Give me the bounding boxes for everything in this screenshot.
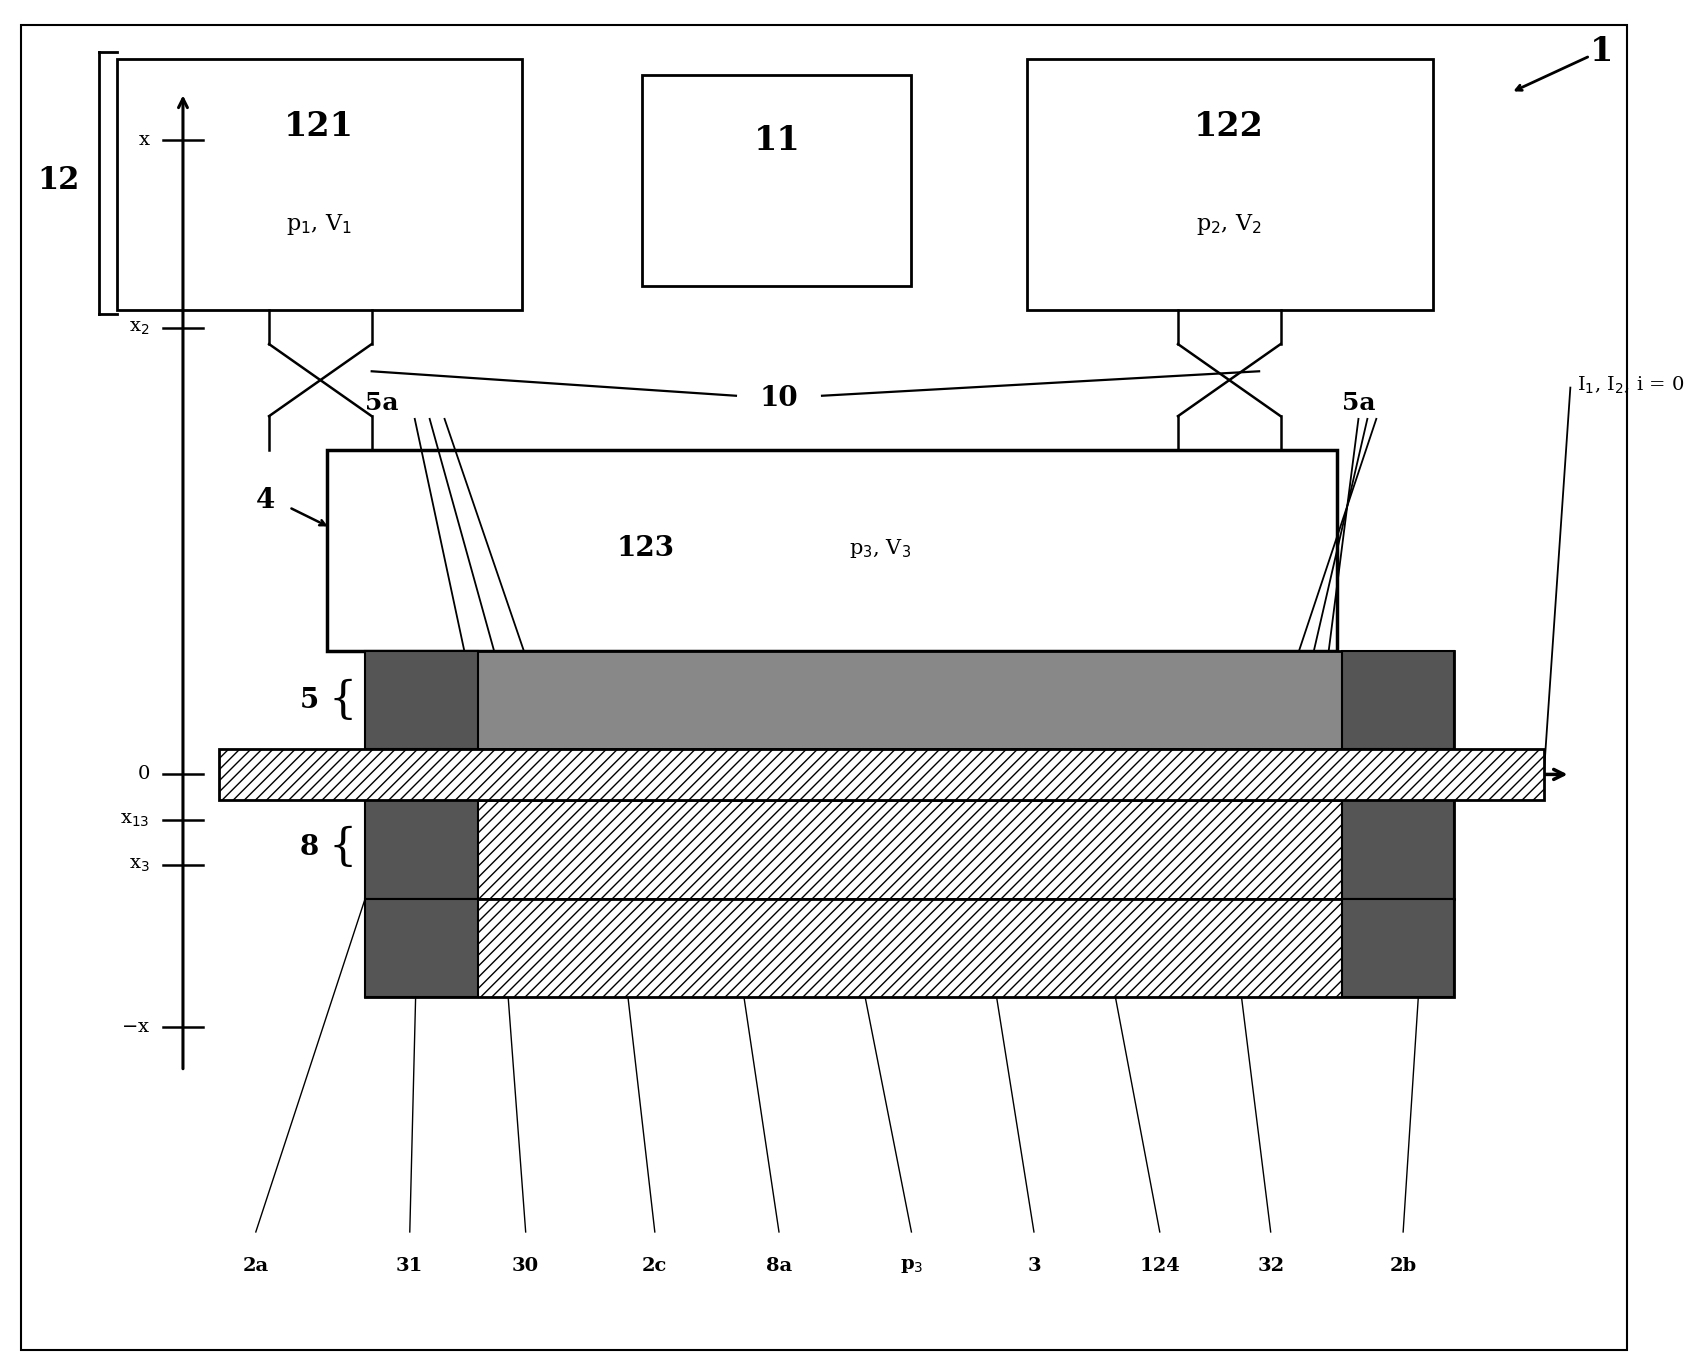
Bar: [365, 799, 477, 899]
Text: 0: 0: [138, 765, 150, 782]
Text: 1: 1: [1591, 36, 1613, 68]
Bar: [1028, 59, 1432, 311]
Text: I$_1$, I$_2$, i = 0: I$_1$, I$_2$, i = 0: [1577, 375, 1685, 395]
Bar: [220, 750, 1543, 799]
Bar: [365, 899, 1454, 997]
Text: 10: 10: [760, 384, 798, 412]
Text: x$_2$: x$_2$: [130, 319, 150, 337]
Text: p$_2$, V$_2$: p$_2$, V$_2$: [1197, 212, 1262, 237]
Bar: [327, 450, 1337, 651]
Text: p$_3$: p$_3$: [900, 1257, 922, 1275]
Text: 11: 11: [754, 123, 801, 156]
Text: 123: 123: [617, 535, 675, 561]
Text: 12: 12: [38, 166, 80, 197]
Bar: [365, 899, 477, 997]
Text: {: {: [329, 679, 356, 722]
Text: 3: 3: [1026, 1257, 1040, 1275]
Text: 31: 31: [396, 1257, 423, 1275]
Text: 5: 5: [300, 687, 319, 714]
Text: x$_3$: x$_3$: [130, 856, 150, 874]
Bar: [365, 651, 477, 750]
Text: p$_1$, V$_1$: p$_1$, V$_1$: [286, 212, 351, 237]
Text: 2a: 2a: [242, 1257, 269, 1275]
Text: $-$x: $-$x: [121, 1018, 150, 1036]
Bar: [641, 75, 912, 286]
Text: 124: 124: [1139, 1257, 1180, 1275]
Bar: [1342, 651, 1454, 750]
Text: 32: 32: [1257, 1257, 1284, 1275]
Text: 5a: 5a: [365, 391, 399, 415]
Bar: [116, 59, 522, 311]
Text: x: x: [138, 131, 150, 149]
Text: 8a: 8a: [766, 1257, 793, 1275]
Text: 2b: 2b: [1390, 1257, 1417, 1275]
Text: 121: 121: [283, 109, 353, 144]
Text: 122: 122: [1195, 109, 1263, 144]
Text: x$_{13}$: x$_{13}$: [121, 811, 150, 829]
Text: {: {: [329, 825, 356, 869]
Text: 2c: 2c: [643, 1257, 667, 1275]
Text: 4: 4: [256, 487, 276, 514]
Text: p$_3$, V$_3$: p$_3$, V$_3$: [849, 536, 910, 560]
Bar: [365, 651, 1454, 750]
Bar: [1342, 799, 1454, 899]
Bar: [365, 799, 1454, 899]
Text: 30: 30: [512, 1257, 539, 1275]
Text: 8: 8: [300, 833, 319, 860]
Text: 5a: 5a: [1342, 391, 1376, 415]
Bar: [1342, 899, 1454, 997]
